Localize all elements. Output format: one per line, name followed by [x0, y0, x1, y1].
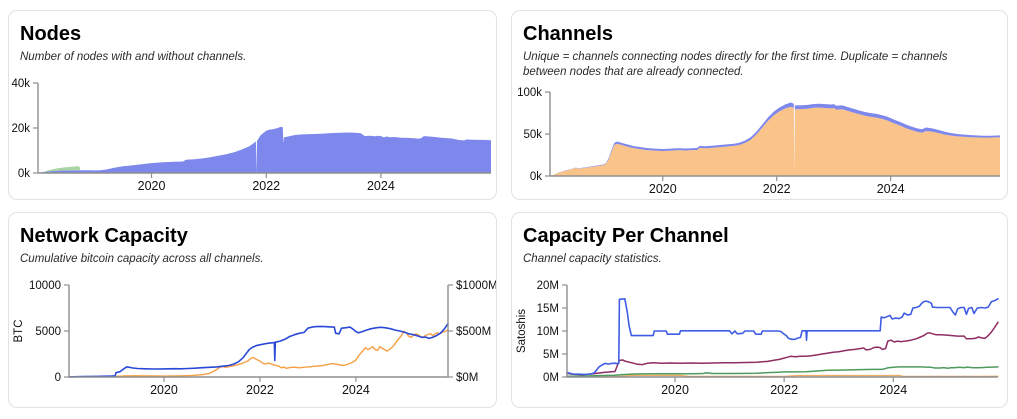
capacity-per-channel-chart[interactable]: 0M 5M 10M 15M 20M 2020 2022 2024 Satoshis: [514, 273, 1007, 407]
nodes-subtitle: Number of nodes with and without channel…: [20, 51, 247, 63]
channels-chart[interactable]: 0k 50k 100k 2020 2022 2024: [514, 86, 1007, 199]
y-tick-label: 10000: [29, 280, 61, 292]
capacity-per-channel-title: Capacity Per Channel: [523, 225, 729, 247]
y2-tick-label: $0M: [456, 372, 478, 384]
series-usd: [68, 329, 449, 378]
y-tick-label: 15M: [537, 303, 559, 315]
y-tick-label: 0k: [18, 168, 30, 180]
y-tick-label: 100k: [517, 87, 542, 99]
series-line-green: [566, 366, 999, 378]
x-tick-label: 2020: [150, 383, 178, 397]
series-unique: [550, 107, 1000, 177]
y-tick-label: 5000: [35, 326, 61, 338]
channels-subtitle: Unique = channels connecting nodes direc…: [523, 51, 948, 79]
series-line-blue: [566, 298, 999, 376]
network-capacity-card: Network Capacity Cumulative bitcoin capa…: [8, 212, 497, 408]
y-tick-label: 50k: [523, 129, 542, 141]
x-tick-label: 2020: [661, 383, 689, 397]
y-tick-label: 20M: [537, 280, 559, 292]
series-with-channels: [38, 127, 491, 174]
x-tick-label: 2020: [649, 182, 677, 196]
series-btc: [68, 322, 449, 378]
x-tick-label: 2024: [879, 383, 907, 397]
y-tick-label: 20k: [11, 123, 30, 135]
y-tick-label: 0M: [543, 372, 559, 384]
x-tick-label: 2024: [342, 383, 370, 397]
x-tick-label: 2022: [763, 182, 791, 196]
y-tick-label: 40k: [11, 78, 30, 90]
x-tick-label: 2020: [138, 179, 166, 193]
series-line-purple: [566, 321, 999, 376]
x-tick-label: 2022: [252, 179, 280, 193]
capacity-per-channel-svg: 0M 5M 10M 15M 20M 2020 2022 2024 Satoshis: [516, 280, 999, 397]
x-tick-label: 2022: [770, 383, 798, 397]
nodes-chart[interactable]: 0k 20k 40k 2020 2022 2024: [11, 71, 496, 199]
nodes-svg: 0k 20k 40k 2020 2022 2024: [11, 78, 491, 193]
y-tick-label: 10M: [537, 326, 559, 338]
capacity-per-channel-card: Capacity Per Channel Channel capacity st…: [511, 212, 1008, 408]
y2-tick-label: $500M: [456, 326, 491, 338]
channels-card: Channels Unique = channels connecting no…: [511, 10, 1008, 200]
x-tick-label: 2024: [877, 182, 905, 196]
y-tick-label: 5M: [543, 349, 559, 361]
network-capacity-title: Network Capacity: [20, 225, 188, 247]
x-tick-label: 2022: [246, 383, 274, 397]
network-capacity-svg: 0 5000 10000 $0M $500M $1000M 2020 2022 2024 BTC: [13, 280, 497, 397]
capacity-per-channel-subtitle: Channel capacity statistics.: [523, 253, 662, 265]
nodes-title: Nodes: [20, 23, 82, 45]
network-capacity-chart[interactable]: 0 5000 10000 $0M $500M $1000M 2020 2022 2024 BTC: [11, 273, 497, 407]
y-axis-title: BTC: [13, 320, 25, 343]
channels-title: Channels: [523, 23, 614, 45]
x-tick-label: 2024: [367, 179, 395, 193]
y-tick-label: 0k: [530, 171, 542, 183]
y-tick-label: 0: [55, 372, 61, 384]
y-axis-title: Satoshis: [516, 309, 528, 353]
network-capacity-subtitle: Cumulative bitcoin capacity across all c…: [20, 253, 264, 265]
nodes-card: Nodes Number of nodes with and without c…: [8, 10, 497, 200]
y2-tick-label: $1000M: [456, 280, 497, 292]
channels-svg: 0k 50k 100k 2020 2022 2024: [517, 87, 1000, 196]
